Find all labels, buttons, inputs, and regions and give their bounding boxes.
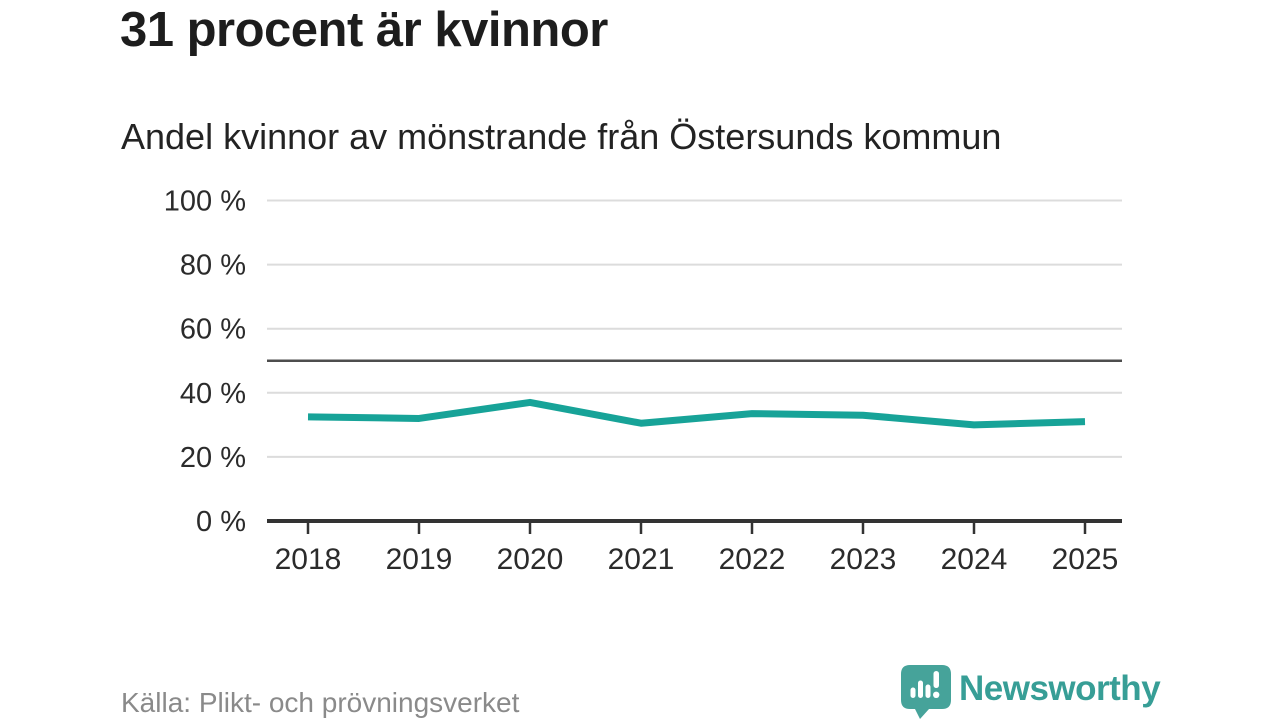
exclamation-dot bbox=[933, 691, 940, 698]
y-tick-label: 40 % bbox=[180, 378, 246, 410]
newsworthy-bubble-chart-icon bbox=[901, 665, 951, 719]
x-tick-label: 2024 bbox=[941, 543, 1008, 576]
y-tick-label: 100 % bbox=[164, 186, 246, 218]
x-tick-label: 2019 bbox=[386, 543, 453, 576]
bar-1 bbox=[910, 687, 916, 698]
bar-3 bbox=[925, 684, 931, 698]
brand-name: Newsworthy bbox=[959, 669, 1161, 708]
x-tick-label: 2021 bbox=[608, 543, 675, 576]
chart-subtitle: Andel kvinnor av mönstrande från Östersu… bbox=[121, 116, 1002, 157]
data-line bbox=[307, 398, 1086, 429]
exclamation-bar bbox=[933, 671, 939, 688]
y-tick-label: 20 % bbox=[180, 442, 246, 474]
x-tick-label: 2022 bbox=[719, 543, 786, 576]
x-tick-label: 2023 bbox=[830, 543, 897, 576]
x-tick-label: 2025 bbox=[1052, 543, 1119, 576]
y-tick-label: 0 % bbox=[196, 506, 246, 538]
newsworthy-logo: Newsworthy bbox=[901, 665, 1161, 719]
y-tick-label: 60 % bbox=[180, 314, 246, 346]
y-tick-label: 80 % bbox=[180, 250, 246, 282]
bar-2 bbox=[918, 680, 923, 698]
headline: 31 procent är kvinnor bbox=[120, 3, 608, 57]
x-tick-label: 2020 bbox=[497, 543, 564, 576]
x-tick-label: 2018 bbox=[275, 543, 342, 576]
source-note: Källa: Plikt- och prövningsverket bbox=[121, 687, 520, 718]
